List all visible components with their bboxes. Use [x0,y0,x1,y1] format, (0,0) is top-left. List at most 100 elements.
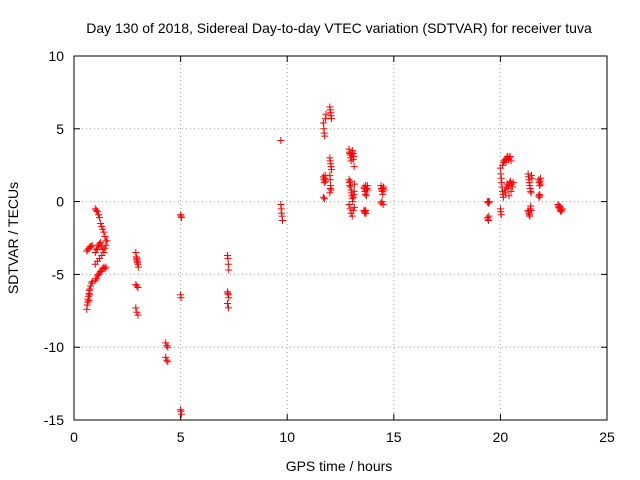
data-point [95,211,103,219]
data-point [100,228,108,236]
plot-frame [73,55,608,421]
data-point [504,184,512,192]
y-tick-label: 5 [56,121,64,137]
data-point [349,206,357,214]
data-point [277,136,285,144]
data-point [91,249,99,257]
data-point [225,304,233,312]
data-point [164,343,172,351]
data-point [134,311,142,319]
data-point [162,353,170,361]
data-point [134,284,142,292]
data-point [364,186,372,194]
data-point [101,233,109,241]
data-point [528,174,536,182]
data-point [527,206,535,214]
data-point [361,190,369,198]
data-point [133,282,141,290]
data-point [225,294,233,302]
data-point [103,237,111,245]
data-point [98,222,106,230]
data-point [92,275,100,283]
data-point [321,132,329,140]
data-point [379,201,387,209]
data-point [508,183,516,191]
data-point [502,189,510,197]
data-point [507,180,515,188]
data-point [501,186,509,194]
data-point [224,300,232,308]
data-point [133,254,141,262]
data-point [102,263,110,271]
chart-title: Day 130 of 2018, Sidereal Day-to-day VTE… [86,20,592,36]
data-point [93,244,101,252]
data-point [499,161,507,169]
y-tick-label: 0 [56,194,64,210]
data-point [86,291,94,299]
data-point [327,186,335,194]
data-point [507,187,515,195]
data-point [85,297,93,305]
data-point [350,187,358,195]
x-tick-label: 25 [599,429,615,445]
data-point [134,263,142,271]
data-point [350,152,358,160]
data-point [88,278,96,286]
data-point [177,214,185,222]
data-points [83,103,566,418]
data-point [350,163,358,171]
data-point [98,251,106,259]
data-point [350,203,358,211]
data-point [87,279,95,287]
data-point [348,212,356,220]
data-point [536,192,544,200]
data-point [505,192,513,200]
data-point [509,179,517,187]
x-tick-label: 0 [70,429,78,445]
data-point [505,154,513,162]
data-point [499,193,507,201]
data-point [326,184,334,192]
x-tick-label: 15 [386,429,402,445]
data-point [322,177,330,185]
data-point [101,265,109,273]
data-point [507,157,515,165]
y-tick-label: 10 [48,48,64,64]
data-point [162,339,170,347]
data-point [346,205,354,213]
y-tick-label: -5 [52,266,65,282]
y-tick-label: -10 [44,339,64,355]
data-point [163,342,171,350]
data-point [527,189,535,197]
data-point [92,246,100,254]
data-point [91,276,99,284]
data-point [132,304,140,312]
data-point [92,206,100,214]
data-point [380,186,388,194]
data-point [102,241,110,249]
data-point [93,208,101,216]
y-axis-label: SDTVAR / TECUs [5,182,21,294]
data-point [322,110,330,118]
axis-ticks: 0 5 10 15 20 25 -15 -10 -5 0 5 10 [44,48,615,445]
data-point [485,212,493,220]
data-point [225,266,233,274]
data-point [101,244,109,252]
data-point [345,201,353,209]
data-point [177,410,185,418]
data-point [99,225,107,233]
data-point [177,294,185,302]
data-point [96,214,104,222]
data-point [506,152,514,160]
data-point [328,115,336,123]
data-point [97,238,105,246]
grid [74,56,607,420]
x-tick-label: 20 [493,429,509,445]
data-point [133,308,141,316]
data-point [351,180,359,188]
data-point [279,217,287,225]
data-point [163,356,171,364]
data-point [497,211,505,219]
